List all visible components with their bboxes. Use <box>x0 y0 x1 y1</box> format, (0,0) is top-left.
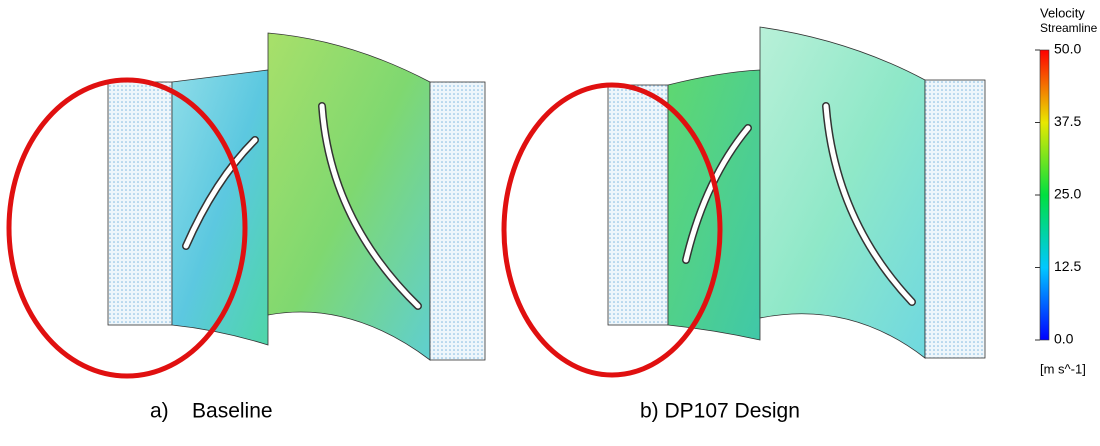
colorbar-scale <box>1039 49 1050 341</box>
panel-a <box>6 32 486 379</box>
tick-label: 37.5 <box>1054 113 1081 129</box>
tick-label: 25.0 <box>1054 186 1081 202</box>
colorbar-unit: [m s^-1] <box>1040 361 1086 376</box>
colorbar: Velocity Streamline 1 [m s^-1] 50.0 37.5 2… <box>1035 5 1100 376</box>
colorbar-subtitle: Streamline 1 <box>1040 21 1100 35</box>
tick-label: 50.0 <box>1054 41 1081 57</box>
panel-b <box>501 26 986 378</box>
colorbar-title: Velocity <box>1040 5 1085 20</box>
caption: a) Baseline <box>150 400 273 423</box>
tick-label: 0.0 <box>1054 331 1074 347</box>
tick-label: 12.5 <box>1054 258 1081 274</box>
caption: b) DP107 Design <box>640 400 800 423</box>
